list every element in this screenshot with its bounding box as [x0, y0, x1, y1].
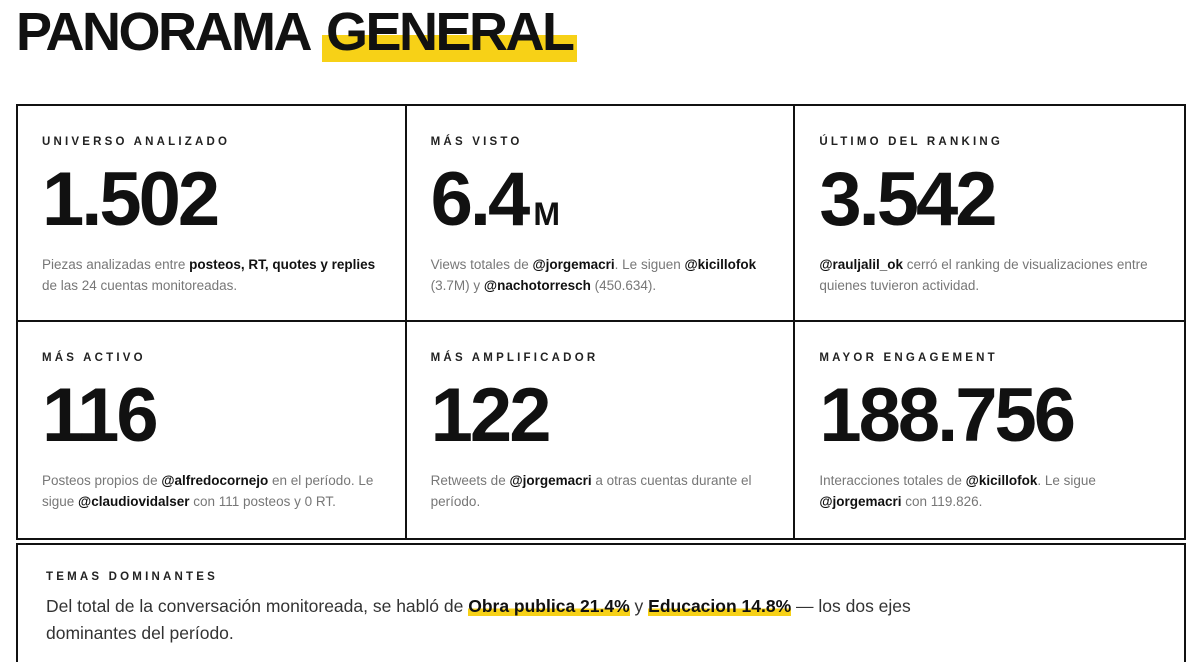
- topics-text: Del total de la conversación monitoreada…: [46, 593, 1006, 647]
- stat-value: 3.542: [819, 160, 1160, 240]
- text-run: Retweets de: [430, 473, 510, 488]
- stat-description: Piezas analizadas entre posteos, RT, quo…: [42, 254, 377, 296]
- stat-description: Interacciones totales de @kicillofok. Le…: [819, 470, 1154, 512]
- text-run: (450.634).: [590, 278, 657, 293]
- text-run: en el período. Le sigue: [42, 473, 374, 509]
- bold-run: @jorgemacri: [532, 257, 615, 272]
- stat-card: MÁS ACTIVO 116 Posteos propios de @alfredo…: [18, 322, 407, 538]
- bold-run: @rauljalil_ok: [819, 257, 904, 272]
- bold-run: @jorgemacri: [509, 473, 592, 488]
- text-run: — los dos ejes dominantes del período.: [46, 596, 911, 643]
- stat-description: Views totales de @jorgemacri. Le siguen …: [431, 254, 766, 296]
- topics-label: TEMAS DOMINANTES: [46, 571, 218, 583]
- bold-run: @kicillofok: [965, 473, 1038, 488]
- bold-run: @claudiovidalser: [78, 494, 190, 509]
- bold-run: @jorgemacri: [819, 494, 902, 509]
- stat-card: ÚLTIMO DEL RANKING 3.542 @rauljalil_ok cer…: [795, 106, 1184, 322]
- stat-value: 122: [431, 376, 770, 456]
- bold-run: @alfredocornejo: [161, 473, 269, 488]
- bold-run: @nachotorresch: [483, 278, 591, 293]
- bold-run: posteos, RT, quotes y replies: [189, 257, 376, 272]
- stat-label: MÁS AMPLIFICADOR: [430, 352, 599, 364]
- stat-card: MAYOR ENGAGEMENT 188.756 Interacciones tot…: [795, 322, 1184, 538]
- stat-label: ÚLTIMO DEL RANKING: [819, 136, 1003, 148]
- text-run: cerró el ranking de visualizaciones entr…: [819, 257, 1148, 293]
- stat-unit: M: [533, 196, 560, 232]
- topics-card: TEMAS DOMINANTES Del total de la convers…: [16, 543, 1186, 662]
- text-run: (3.7M) y: [430, 278, 484, 293]
- text-run: de las 24 cuentas monitoreadas.: [42, 278, 238, 293]
- stat-label: MÁS VISTO: [430, 136, 523, 148]
- stat-card: UNIVERSO ANALIZADO 1.502 Piezas analizadas…: [18, 106, 407, 322]
- stat-description: Posteos propios de @alfredocornejo en el…: [42, 470, 377, 512]
- stat-number: 6.4: [430, 157, 531, 242]
- text-run: Views totales de: [430, 257, 533, 272]
- text-run: con 111 posteos y 0 RT.: [189, 494, 336, 509]
- highlight-run: GENERAL: [321, 2, 577, 62]
- text-run: . Le siguen: [614, 257, 685, 272]
- highlight-run: Educacion 14.8%: [648, 596, 792, 616]
- stats-grid: UNIVERSO ANALIZADO 1.502 Piezas analizadas…: [16, 104, 1186, 540]
- stat-card: MÁS VISTO 6.4 M Views totales de @jorgemacr…: [406, 106, 796, 322]
- stat-card: MÁS AMPLIFICADOR 122 Retweets de @jorgemac…: [407, 322, 796, 538]
- text-run: Interacciones totales de: [819, 473, 966, 488]
- stat-label: MÁS ACTIVO: [42, 352, 146, 364]
- text-run: PANORAMA: [16, 2, 312, 62]
- stat-number: 3.542: [819, 157, 997, 242]
- stat-value: 6.4 M: [431, 160, 770, 254]
- stat-number: 188.756: [819, 373, 1076, 458]
- highlight-run: Obra publica 21.4%: [468, 596, 630, 616]
- page-title: PANORAMA GENERAL: [16, 2, 577, 62]
- text-run: con 119.826.: [901, 494, 983, 509]
- text-run: Del total de la conversación monitoreada…: [46, 596, 469, 616]
- stat-value: 188.756: [819, 376, 1160, 456]
- text-run: . Le sigue: [1037, 473, 1096, 488]
- stat-description: @rauljalil_ok cerró el ranking de visual…: [819, 254, 1154, 296]
- text-run: Posteos propios de: [42, 473, 162, 488]
- stat-number: 122: [430, 373, 552, 458]
- text-run: y: [629, 596, 649, 616]
- stat-value: 1.502: [42, 160, 381, 240]
- stat-description: Retweets de @jorgemacri a otras cuentas …: [431, 470, 766, 512]
- stat-number: 1.502: [42, 157, 220, 242]
- text-run: Piezas analizadas entre: [42, 257, 190, 272]
- stat-label: MAYOR ENGAGEMENT: [819, 352, 998, 364]
- stat-label: UNIVERSO ANALIZADO: [42, 136, 231, 148]
- bold-run: @kicillofok: [684, 257, 757, 272]
- stat-number: 116: [42, 373, 159, 458]
- stat-value: 116: [42, 376, 381, 456]
- text-run: a otras cuentas durante el período.: [430, 473, 752, 509]
